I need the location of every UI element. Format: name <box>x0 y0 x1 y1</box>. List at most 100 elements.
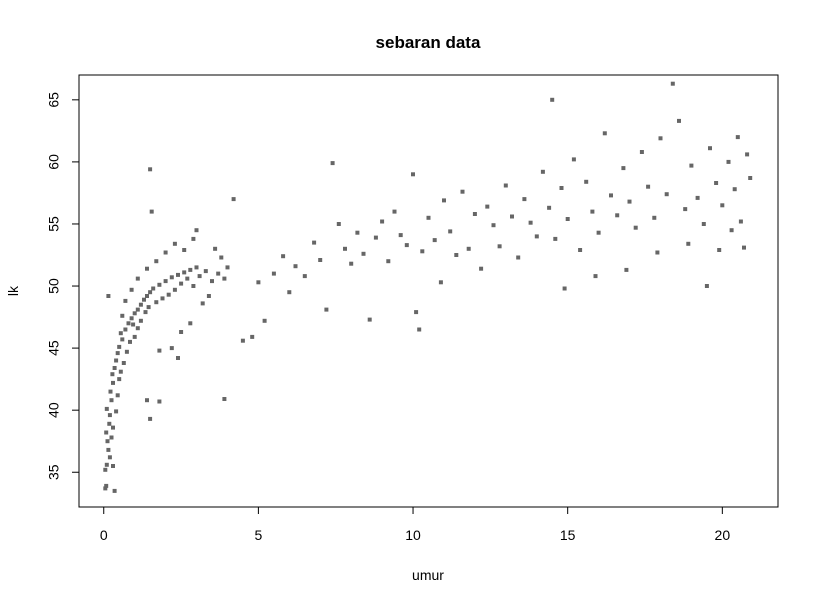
data-point <box>124 349 129 354</box>
data-point <box>324 307 329 312</box>
data-point <box>510 214 514 219</box>
data-point <box>109 435 114 440</box>
data-point <box>624 267 629 272</box>
data-point <box>726 159 731 164</box>
data-point <box>172 241 177 246</box>
data-point <box>590 209 595 214</box>
data-point <box>104 430 109 435</box>
data-point <box>646 184 651 189</box>
data-point <box>157 282 162 287</box>
data-point <box>179 330 184 334</box>
data-point <box>562 286 567 291</box>
data-point <box>330 161 335 166</box>
data-point <box>262 318 267 323</box>
data-point <box>652 215 657 220</box>
data-point <box>129 316 134 321</box>
data-point <box>738 219 743 224</box>
data-point <box>596 230 601 235</box>
data-point <box>194 228 199 233</box>
data-point <box>154 300 159 305</box>
data-point <box>355 230 360 235</box>
data-point <box>182 248 187 252</box>
data-point <box>109 398 114 403</box>
data-point <box>123 327 128 332</box>
data-point <box>169 275 174 280</box>
data-point <box>454 253 459 257</box>
data-point <box>559 186 564 190</box>
data-point <box>120 313 125 318</box>
x-tick-label: 20 <box>715 527 731 543</box>
data-point <box>318 258 323 262</box>
data-point <box>250 334 255 339</box>
data-point <box>655 250 660 255</box>
data-point <box>206 294 211 298</box>
data-point <box>689 163 694 168</box>
data-point <box>145 294 149 298</box>
data-point <box>200 301 205 306</box>
data-point <box>132 334 137 339</box>
data-point <box>176 356 180 360</box>
data-point <box>479 266 484 271</box>
data-point <box>157 399 162 404</box>
data-point <box>312 240 317 245</box>
data-point <box>404 243 409 248</box>
data-point <box>210 279 214 284</box>
data-point <box>670 81 675 86</box>
x-tick-label: 0 <box>100 527 108 543</box>
data-point <box>142 297 146 302</box>
data-point <box>380 219 385 224</box>
data-point <box>639 150 644 154</box>
data-point <box>627 199 632 204</box>
x-tick-label: 5 <box>254 527 262 543</box>
data-point <box>729 228 734 233</box>
data-point <box>117 344 122 349</box>
data-point <box>225 265 230 270</box>
data-point <box>197 274 202 279</box>
data-point <box>271 271 276 276</box>
data-point <box>547 205 552 210</box>
data-point <box>219 255 224 260</box>
data-points <box>103 81 753 493</box>
data-point <box>172 287 177 292</box>
data-point <box>735 135 740 140</box>
data-point <box>112 366 117 370</box>
data-point <box>191 284 196 288</box>
data-point <box>114 358 119 363</box>
data-point <box>188 267 193 272</box>
data-point <box>115 351 120 356</box>
data-point <box>373 235 378 240</box>
y-tick-label: 45 <box>46 340 62 356</box>
data-point <box>103 467 108 472</box>
data-point <box>609 193 613 198</box>
data-point <box>302 274 307 279</box>
data-point <box>108 389 113 394</box>
data-point <box>745 152 750 157</box>
data-point <box>708 146 712 151</box>
x-axis-ticks: 0 5 10 15 20 <box>100 507 730 543</box>
data-point <box>135 326 140 331</box>
data-point <box>615 213 620 218</box>
data-point <box>163 250 168 255</box>
data-point <box>528 220 533 225</box>
data-point <box>213 246 218 251</box>
data-point <box>216 271 221 276</box>
data-point <box>131 322 136 327</box>
data-point <box>111 425 115 430</box>
data-point <box>392 209 397 214</box>
x-tick-label: 10 <box>405 527 421 543</box>
data-point <box>281 254 286 259</box>
y-tick-label: 65 <box>46 92 62 108</box>
data-point <box>343 246 347 251</box>
data-point <box>686 241 691 246</box>
data-point <box>148 416 153 421</box>
data-point <box>621 166 626 171</box>
data-point <box>231 197 236 202</box>
data-point <box>398 233 403 238</box>
data-point <box>194 265 199 270</box>
data-point <box>120 337 125 342</box>
y-tick-label: 35 <box>46 464 62 480</box>
data-point <box>160 296 165 301</box>
data-point <box>491 223 496 228</box>
data-point <box>104 483 109 488</box>
data-point <box>695 195 700 200</box>
